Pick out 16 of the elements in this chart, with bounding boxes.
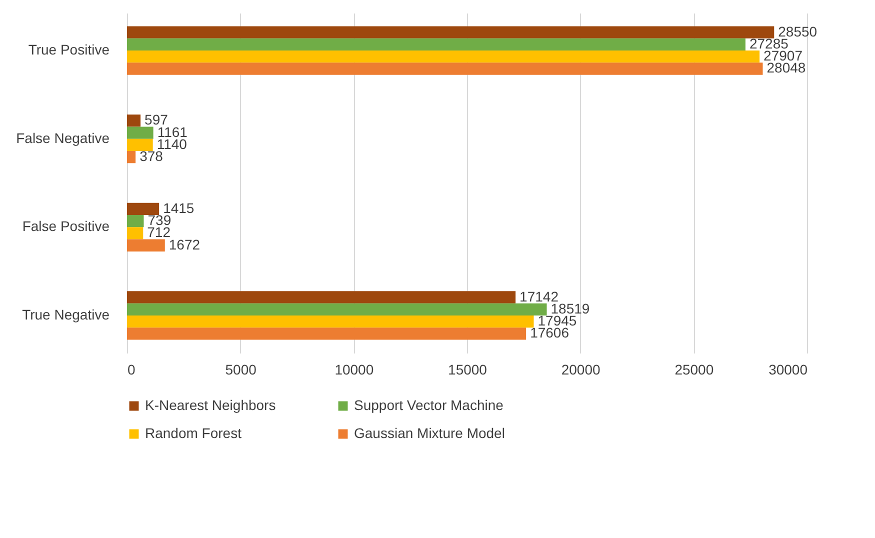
x-tick-label: 10000 xyxy=(334,362,374,378)
y-tick-label: False Positive xyxy=(22,218,110,234)
x-tick-label: 20000 xyxy=(561,362,601,378)
y-tick-label: True Negative xyxy=(22,306,110,322)
x-tick-label: 15000 xyxy=(448,362,488,378)
legend-label: Gaussian Mixture Model xyxy=(354,425,505,441)
data-label: 1672 xyxy=(168,236,200,252)
legend-label: Random Forest xyxy=(145,425,242,441)
x-tick-label: 30000 xyxy=(768,362,808,378)
y-tick-label: True Positive xyxy=(28,42,110,58)
x-tick-label: 5000 xyxy=(225,362,257,378)
legend-label: Support Vector Machine xyxy=(354,397,504,413)
x-tick-label: 0 xyxy=(128,362,136,378)
legend-label: K-Nearest Neighbors xyxy=(145,397,276,413)
x-tick-label: 25000 xyxy=(674,362,714,378)
y-tick-label: False Negative xyxy=(16,130,110,146)
